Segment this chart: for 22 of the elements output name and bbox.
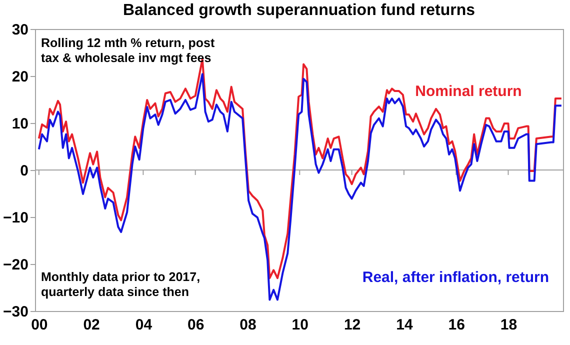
x-tick-label: 18: [500, 316, 518, 334]
y-tick-label: −30: [3, 304, 28, 320]
x-tick-label: 06: [188, 316, 204, 334]
y-tick-label: −20: [3, 256, 28, 274]
x-tick-label: 12: [344, 316, 361, 334]
x-tick-label: 00: [31, 316, 48, 334]
x-tick-label: 14: [396, 316, 414, 334]
y-tick-label: 0: [20, 162, 28, 180]
annotation: Monthly data prior to 2017, quarterly data since then: [41, 270, 200, 299]
x-tick-label: 08: [240, 316, 256, 334]
x-tick-label: 16: [448, 316, 465, 334]
x-tick-label: 02: [83, 316, 100, 334]
y-tick-label: 30: [12, 22, 28, 38]
series-label: Nominal return: [415, 83, 522, 100]
text: Real, after inflation, return: [362, 269, 550, 286]
y-tick-label: 20: [12, 68, 28, 86]
chart-title: Balanced growth superannuation fund returns: [122, 2, 476, 19]
x-tick-label: 04: [135, 316, 153, 334]
y-tick-label: 10: [12, 116, 28, 132]
y-tick-label: −10: [3, 210, 28, 226]
x-tick-label: 10: [292, 316, 308, 334]
annotation: Rolling 12 mth % return, post tax & wholesale inv mgt fees: [41, 36, 216, 65]
